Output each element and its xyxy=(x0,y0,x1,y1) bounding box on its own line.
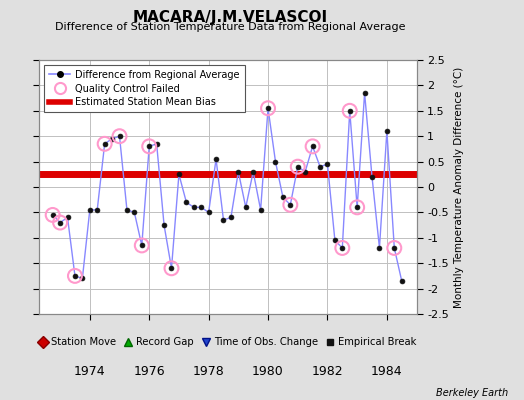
Point xyxy=(309,143,317,150)
Text: 1984: 1984 xyxy=(371,365,402,378)
Point xyxy=(167,265,176,272)
Point xyxy=(286,202,294,208)
Point xyxy=(264,105,272,112)
Point xyxy=(338,245,346,251)
Text: 1978: 1978 xyxy=(193,365,224,378)
Point xyxy=(56,219,64,226)
Text: 1976: 1976 xyxy=(134,365,165,378)
Point xyxy=(49,212,57,218)
Point xyxy=(115,133,124,139)
Text: MACARA/J.M.VELASCOI: MACARA/J.M.VELASCOI xyxy=(133,10,328,25)
Text: Berkeley Earth: Berkeley Earth xyxy=(436,388,508,398)
Text: Difference of Station Temperature Data from Regional Average: Difference of Station Temperature Data f… xyxy=(56,22,406,32)
Point xyxy=(293,164,302,170)
Legend: Difference from Regional Average, Quality Control Failed, Estimated Station Mean: Difference from Regional Average, Qualit… xyxy=(44,65,245,112)
Text: 1974: 1974 xyxy=(74,365,106,378)
Point xyxy=(138,242,146,249)
Y-axis label: Monthly Temperature Anomaly Difference (°C): Monthly Temperature Anomaly Difference (… xyxy=(454,66,464,308)
Text: 1980: 1980 xyxy=(252,365,284,378)
Point xyxy=(353,204,362,210)
Point xyxy=(71,273,79,279)
Legend: Station Move, Record Gap, Time of Obs. Change, Empirical Break: Station Move, Record Gap, Time of Obs. C… xyxy=(35,333,421,351)
Text: 1982: 1982 xyxy=(312,365,343,378)
Point xyxy=(101,141,109,147)
Point xyxy=(390,245,398,251)
Point xyxy=(145,143,154,150)
Point xyxy=(345,108,354,114)
